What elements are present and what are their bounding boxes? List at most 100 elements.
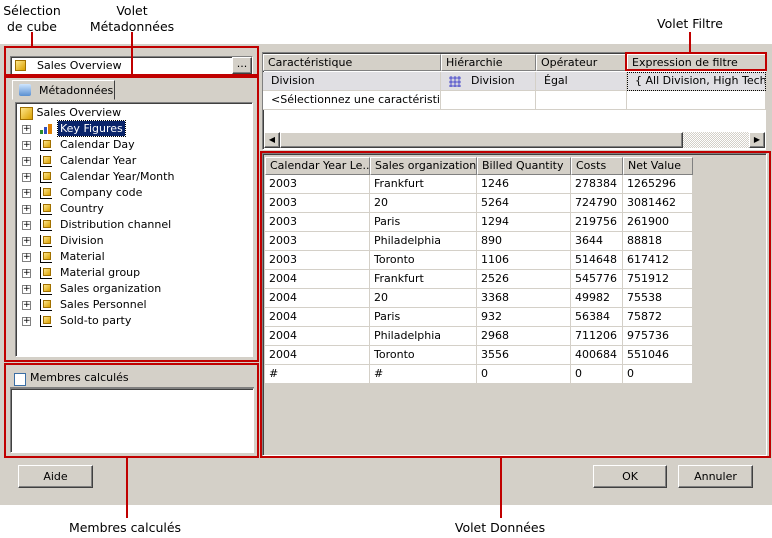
data-cell: 3644: [571, 232, 623, 251]
scrollbar-thumb[interactable]: [280, 132, 683, 148]
tree-item[interactable]: + Sales Personnel: [22, 297, 242, 313]
tree-item-label: Calendar Year/Month: [60, 170, 175, 183]
tree-item[interactable]: + Division: [22, 233, 242, 249]
filter-cell[interactable]: Division: [441, 72, 536, 91]
filter-grid[interactable]: Caractéristique Hiérarchie Opérateur Expres…: [262, 52, 766, 150]
data-cell: 617412: [623, 251, 693, 270]
tree-root[interactable]: Sales Overview: [20, 105, 121, 121]
data-column-header[interactable]: Billed Quantity: [477, 157, 571, 175]
ok-button[interactable]: OK: [593, 465, 667, 488]
data-cell: Philadelphia: [370, 232, 477, 251]
annotation-line: [131, 32, 133, 76]
tree-item[interactable]: + Distribution channel: [22, 217, 242, 233]
filter-cell[interactable]: [627, 91, 766, 110]
tree-item[interactable]: + Country: [22, 201, 242, 217]
calc-members-header: Membres calculés: [10, 370, 254, 388]
expand-icon[interactable]: +: [22, 124, 31, 134]
data-cell: 2003: [265, 194, 370, 213]
metadata-tree[interactable]: Sales Overview + Key Figures + Calendar Day…: [15, 102, 253, 357]
metadata-pane-highlight: [4, 76, 259, 362]
expand-icon[interactable]: +: [22, 316, 31, 326]
filter-column-header[interactable]: Opérateur: [536, 54, 627, 71]
tab-metadata[interactable]: Métadonnées: [12, 80, 115, 100]
data-column-header[interactable]: Sales organization...: [370, 157, 477, 175]
data-column-header[interactable]: Costs: [571, 157, 623, 175]
expand-icon[interactable]: +: [22, 204, 31, 214]
scroll-right-icon[interactable]: ▶: [749, 132, 765, 148]
data-cell: Philadelphia: [370, 327, 477, 346]
filter-cell[interactable]: Division: [263, 72, 441, 91]
data-cell: 261900: [623, 213, 693, 232]
data-column-header[interactable]: Calendar Year Le...: [265, 157, 370, 175]
tree-item[interactable]: + Sales organization: [22, 281, 242, 297]
filter-expression-highlight: [625, 52, 767, 71]
tree-item-label: Distribution channel: [60, 218, 172, 231]
expand-icon[interactable]: +: [22, 252, 31, 262]
filter-cell[interactable]: [441, 91, 536, 110]
dimension-icon: [40, 203, 52, 215]
tree-item[interactable]: + Material group: [22, 265, 242, 281]
data-cell: Toronto: [370, 251, 477, 270]
expand-icon[interactable]: +: [22, 284, 31, 294]
expand-icon[interactable]: +: [22, 172, 31, 182]
expand-icon[interactable]: +: [22, 188, 31, 198]
annotation-data-pane: Volet Données: [454, 520, 546, 535]
tree-item[interactable]: + Sold-to party: [22, 313, 242, 329]
data-cell: 0: [571, 365, 623, 384]
tree-item[interactable]: + Calendar Year: [22, 153, 242, 169]
dimension-icon: [40, 251, 52, 263]
dimension-icon: [40, 139, 52, 151]
data-cell: 2003: [265, 213, 370, 232]
tree-item[interactable]: + Material: [22, 249, 242, 265]
data-cell: 2003: [265, 232, 370, 251]
hierarchy-icon: [449, 76, 461, 87]
dimension-icon: [40, 219, 52, 231]
data-cell: 1294: [477, 213, 571, 232]
tree-item[interactable]: + Calendar Year/Month: [22, 169, 242, 185]
data-cell: 2968: [477, 327, 571, 346]
tree-item[interactable]: + Company code: [22, 185, 242, 201]
dimension-icon: [40, 187, 52, 199]
key-figures-icon: [40, 124, 52, 134]
tree-item-label: Calendar Day: [60, 138, 135, 151]
filter-column-header[interactable]: Hiérarchie: [441, 54, 536, 71]
expand-icon[interactable]: +: [22, 268, 31, 278]
dimension-icon: [40, 155, 52, 167]
cancel-button[interactable]: Annuler: [678, 465, 753, 488]
filter-cell[interactable]: Égal: [536, 72, 627, 91]
filter-cell[interactable]: [536, 91, 627, 110]
filter-column-header[interactable]: Caractéristique: [263, 54, 441, 71]
dimension-icon: [40, 315, 52, 327]
cube-icon: [43, 236, 51, 244]
annotation-cube-selection: Sélection de cube: [3, 3, 61, 34]
dimension-icon: [40, 267, 52, 279]
data-column-header[interactable]: Net Value: [623, 157, 693, 175]
cube-icon: [43, 140, 51, 148]
data-cell: 2004: [265, 289, 370, 308]
cube-icon: [43, 252, 51, 260]
data-cell: 0: [477, 365, 571, 384]
tree-item-label: Sold-to party: [60, 314, 132, 327]
filter-cell[interactable]: { All Division, High Tech }: [627, 72, 766, 91]
expand-icon[interactable]: +: [22, 220, 31, 230]
expand-icon[interactable]: +: [22, 236, 31, 246]
scroll-left-icon[interactable]: ◀: [264, 132, 280, 148]
tree-item-label: Company code: [60, 186, 143, 199]
dimension-icon: [40, 235, 52, 247]
calculator-icon: [14, 373, 26, 386]
cube-name: Sales Overview: [37, 59, 122, 72]
expand-icon[interactable]: +: [22, 156, 31, 166]
tree-item[interactable]: + Key Figures: [22, 120, 242, 137]
expand-icon[interactable]: +: [22, 140, 31, 150]
filter-horizontal-scrollbar[interactable]: ◀ ▶: [264, 132, 765, 148]
expand-icon[interactable]: +: [22, 300, 31, 310]
filter-cell[interactable]: <Sélectionnez une caractéristique>: [263, 91, 441, 110]
data-cell: 1265296: [623, 175, 693, 194]
data-grid[interactable]: Calendar Year Le... Sales organization...…: [262, 153, 767, 456]
browse-cube-button[interactable]: ...: [232, 57, 252, 74]
data-cell: 0: [623, 365, 693, 384]
calc-members-list[interactable]: [10, 388, 254, 453]
cube-selection-highlight: [4, 46, 259, 76]
help-button[interactable]: Aide: [18, 465, 93, 488]
tree-item[interactable]: + Calendar Day: [22, 137, 242, 153]
